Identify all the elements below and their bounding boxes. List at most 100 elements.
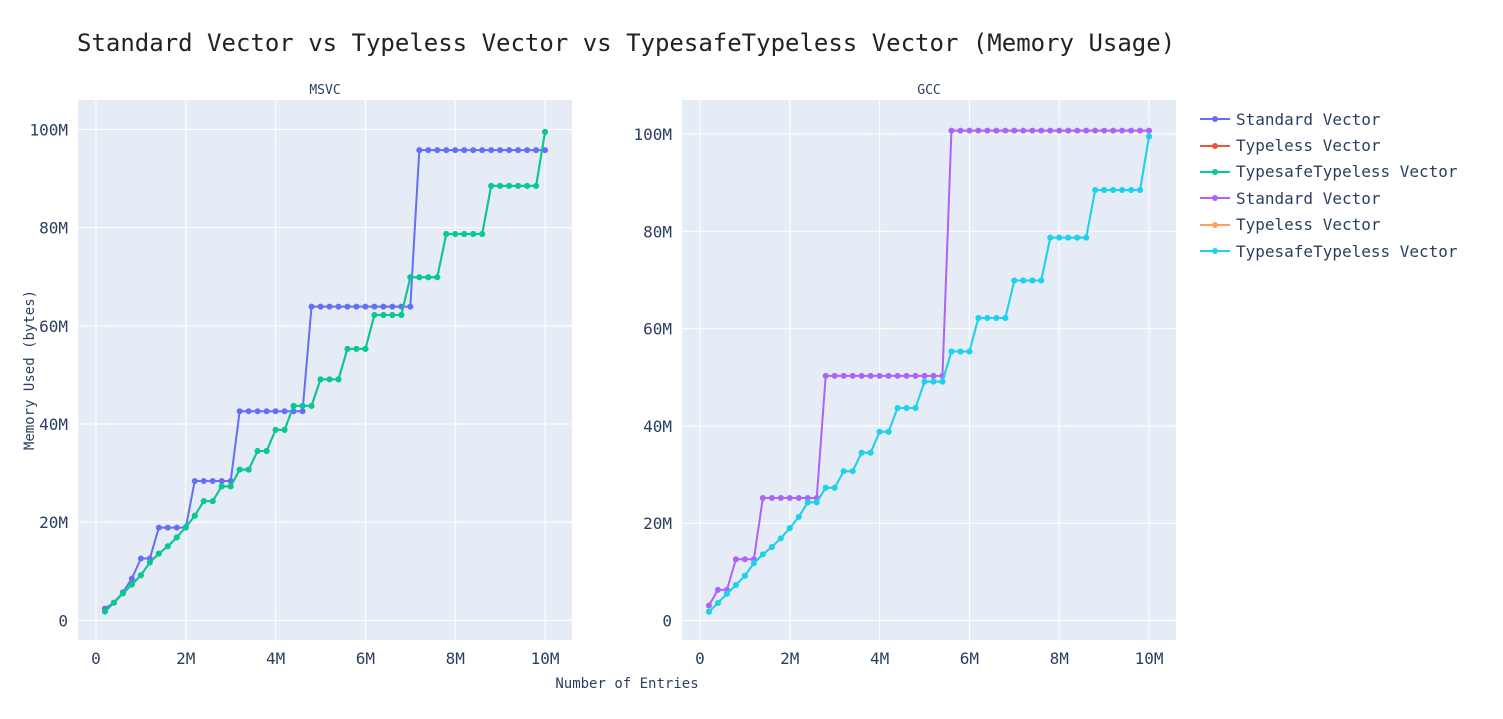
data-point <box>1119 127 1126 134</box>
data-point <box>1065 127 1072 134</box>
legend-item[interactable]: Standard Vector <box>1198 106 1458 132</box>
data-point <box>975 314 982 321</box>
x-tick-label: 2M <box>176 649 195 668</box>
data-point <box>876 428 883 435</box>
data-point <box>822 484 829 491</box>
data-point <box>317 376 324 383</box>
data-point <box>263 408 270 415</box>
data-point <box>1128 127 1135 134</box>
x-tick-label: 8M <box>1050 649 1069 668</box>
data-point <box>470 231 477 238</box>
data-point <box>1011 127 1018 134</box>
data-point <box>1074 234 1081 241</box>
data-point <box>479 147 486 154</box>
data-point <box>768 544 775 551</box>
data-point <box>524 147 531 154</box>
data-point <box>885 372 892 379</box>
data-point <box>227 483 234 490</box>
data-point <box>975 127 982 134</box>
legend-swatch <box>1200 168 1230 175</box>
data-point <box>128 575 135 582</box>
data-point <box>470 147 477 154</box>
data-point <box>200 498 207 505</box>
data-point <box>281 408 288 415</box>
data-point <box>1065 234 1072 241</box>
data-point <box>308 303 315 310</box>
data-point <box>101 608 108 615</box>
legend-swatch-marker <box>1212 168 1218 175</box>
data-point <box>272 426 279 433</box>
data-point <box>461 147 468 154</box>
chart-title: Standard Vector vs Typeless Vector vs Ty… <box>77 29 1175 57</box>
legend-swatch <box>1200 116 1230 123</box>
y-tick-label: 100M <box>29 120 68 139</box>
legend-swatch <box>1200 248 1230 255</box>
data-point <box>425 274 432 281</box>
data-point <box>173 524 180 531</box>
data-point <box>903 404 910 411</box>
data-point <box>1110 127 1117 134</box>
data-point <box>759 551 766 558</box>
data-point <box>326 303 333 310</box>
data-point <box>966 127 973 134</box>
data-point <box>479 231 486 238</box>
data-point <box>750 560 757 567</box>
legend-swatch <box>1200 142 1230 149</box>
data-point <box>299 402 306 409</box>
legend-swatch <box>1200 195 1230 202</box>
data-point <box>984 314 991 321</box>
legend-item[interactable]: TypesafeTypeless Vector <box>1198 238 1458 264</box>
data-point <box>137 555 144 562</box>
data-point <box>1038 127 1045 134</box>
data-point <box>1029 127 1036 134</box>
data-point <box>497 147 504 154</box>
data-point <box>407 274 414 281</box>
legend-swatch-marker <box>1212 116 1218 123</box>
data-point <box>957 348 964 355</box>
data-point <box>1083 127 1090 134</box>
data-point <box>1047 234 1054 241</box>
data-point <box>398 312 405 319</box>
y-tick-label: 80M <box>643 222 672 241</box>
legend-item[interactable]: Standard Vector <box>1198 185 1458 211</box>
data-point <box>362 345 369 352</box>
data-point <box>894 404 901 411</box>
legend[interactable]: Standard Vector Typeless Vector TypesafeTy… <box>1198 106 1458 264</box>
data-point <box>876 372 883 379</box>
data-point <box>191 477 198 484</box>
y-tick-label: 60M <box>643 320 672 339</box>
data-point <box>1020 277 1027 284</box>
y-tick-label: 80M <box>39 219 68 238</box>
legend-item[interactable]: TypesafeTypeless Vector <box>1198 159 1458 185</box>
data-point <box>506 182 513 189</box>
x-tick-label: 2M <box>780 649 799 668</box>
data-point <box>912 404 919 411</box>
legend-swatch-marker <box>1212 221 1218 228</box>
x-tick-label: 10M <box>1135 649 1164 668</box>
data-point <box>533 182 540 189</box>
data-point <box>705 608 712 615</box>
y-axis-label: Memory Used (bytes) <box>22 290 38 450</box>
data-point <box>254 408 261 415</box>
data-point <box>335 303 342 310</box>
data-point <box>434 147 441 154</box>
data-point <box>416 274 423 281</box>
legend-item[interactable]: Typeless Vector <box>1198 212 1458 238</box>
data-point <box>353 345 360 352</box>
data-point <box>1137 127 1144 134</box>
data-point <box>894 372 901 379</box>
data-point <box>849 468 856 475</box>
data-point <box>371 303 378 310</box>
data-point <box>732 582 739 589</box>
data-point <box>939 378 946 385</box>
data-point <box>335 376 342 383</box>
data-point <box>371 312 378 319</box>
data-point <box>966 348 973 355</box>
data-point <box>930 378 937 385</box>
data-point <box>416 147 423 154</box>
data-point <box>1038 277 1045 284</box>
data-point <box>308 402 315 409</box>
data-point <box>425 147 432 154</box>
legend-item[interactable]: Typeless Vector <box>1198 132 1458 158</box>
